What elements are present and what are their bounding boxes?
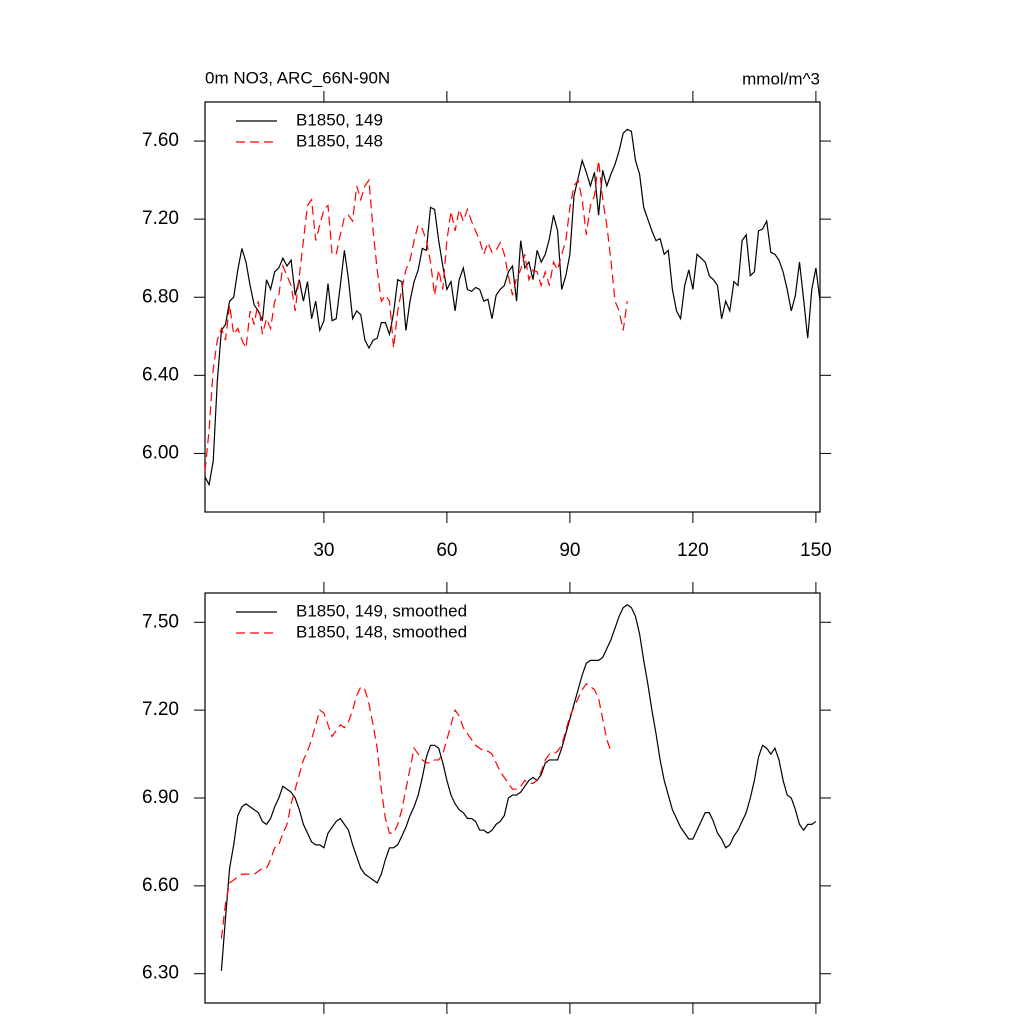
series-line [220,603,817,971]
x-tick-label: 90 [559,540,580,561]
legend-label: B1850, 149, smoothed [296,601,467,620]
y-tick-label: 6.80 [142,286,179,307]
x-tick-label: 150 [800,540,832,561]
series-line [220,682,612,939]
plot-frame [204,101,821,513]
units-label: mmol/m^3 [742,69,820,88]
x-tick-label: 120 [677,540,709,561]
legend-label: B1850, 149 [296,110,383,129]
y-tick-label: 6.00 [142,442,179,463]
series-line [204,160,628,472]
y-tick-label: 7.20 [142,208,179,229]
x-tick-label: 30 [313,540,334,561]
series-line [204,128,821,487]
legend-label: B1850, 148 [296,131,383,150]
y-tick-label: 6.30 [142,963,179,984]
y-tick-label: 7.20 [142,699,179,720]
legend-label: B1850, 148, smoothed [296,622,467,641]
chart-title: 0m NO3, ARC_66N-90N [205,68,390,87]
y-tick-label: 6.60 [142,875,179,896]
y-tick-label: 7.60 [142,130,179,151]
x-tick-label: 60 [436,540,457,561]
y-tick-label: 6.90 [142,787,179,808]
y-tick-label: 7.50 [142,611,179,632]
plot-frame [204,592,821,1004]
y-tick-label: 6.40 [142,364,179,385]
